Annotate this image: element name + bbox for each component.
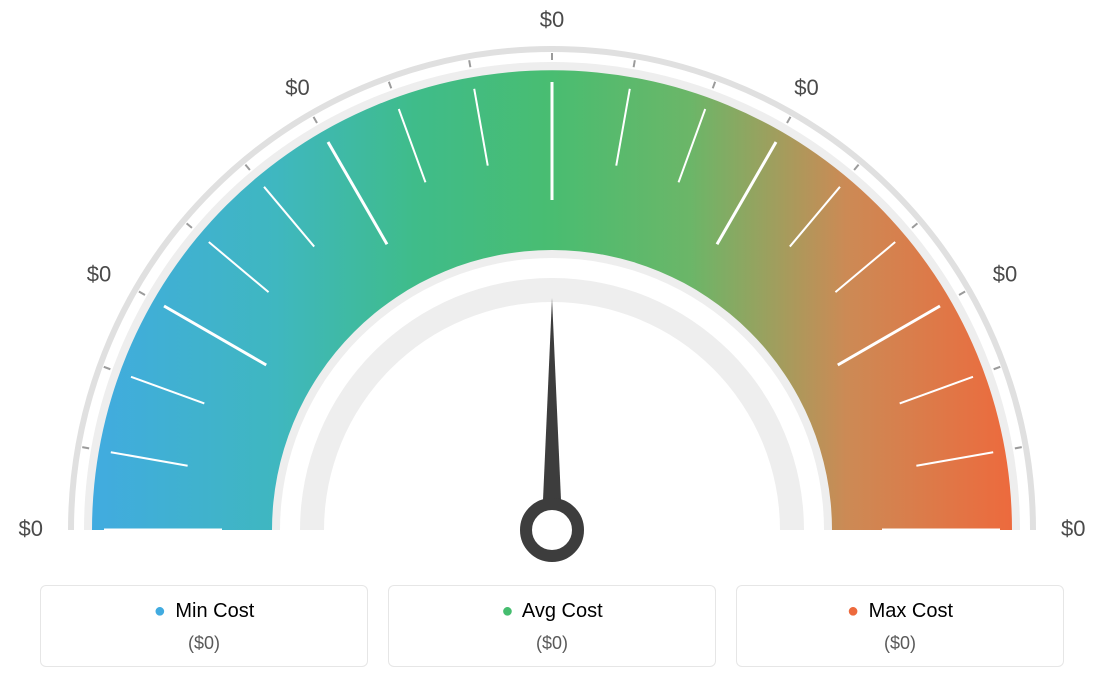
legend-title-max: ● Max Cost [737, 600, 1063, 623]
legend-row: ● Min Cost ($0) ● Avg Cost ($0) ● Max Co… [40, 585, 1064, 667]
svg-text:$0: $0 [19, 516, 43, 541]
legend-card-max: ● Max Cost ($0) [736, 585, 1064, 667]
svg-text:$0: $0 [540, 7, 564, 32]
legend-label-min: Min Cost [175, 600, 254, 622]
svg-text:$0: $0 [993, 262, 1017, 287]
legend-value-avg: ($0) [389, 633, 715, 654]
legend-value-max: ($0) [737, 633, 1063, 654]
cost-gauge-widget: { "gauge": { "type": "gauge", "backgroun… [0, 0, 1104, 690]
gauge-svg: $0 $0 $0 $0 $0 $0 $0 [0, 0, 1104, 570]
legend-label-max: Max Cost [869, 600, 953, 622]
svg-text:$0: $0 [1061, 516, 1085, 541]
gauge-chart: $0 $0 $0 $0 $0 $0 $0 [0, 0, 1104, 570]
legend-dot-min: ● [154, 600, 166, 622]
legend-label-avg: Avg Cost [522, 600, 603, 622]
svg-text:$0: $0 [87, 262, 111, 287]
svg-text:$0: $0 [285, 75, 309, 100]
legend-dot-max: ● [847, 600, 859, 622]
legend-title-avg: ● Avg Cost [389, 600, 715, 623]
legend-value-min: ($0) [41, 633, 367, 654]
legend-card-avg: ● Avg Cost ($0) [388, 585, 716, 667]
svg-text:$0: $0 [794, 75, 818, 100]
legend-card-min: ● Min Cost ($0) [40, 585, 368, 667]
legend-title-min: ● Min Cost [41, 600, 367, 623]
legend-dot-avg: ● [501, 600, 513, 622]
